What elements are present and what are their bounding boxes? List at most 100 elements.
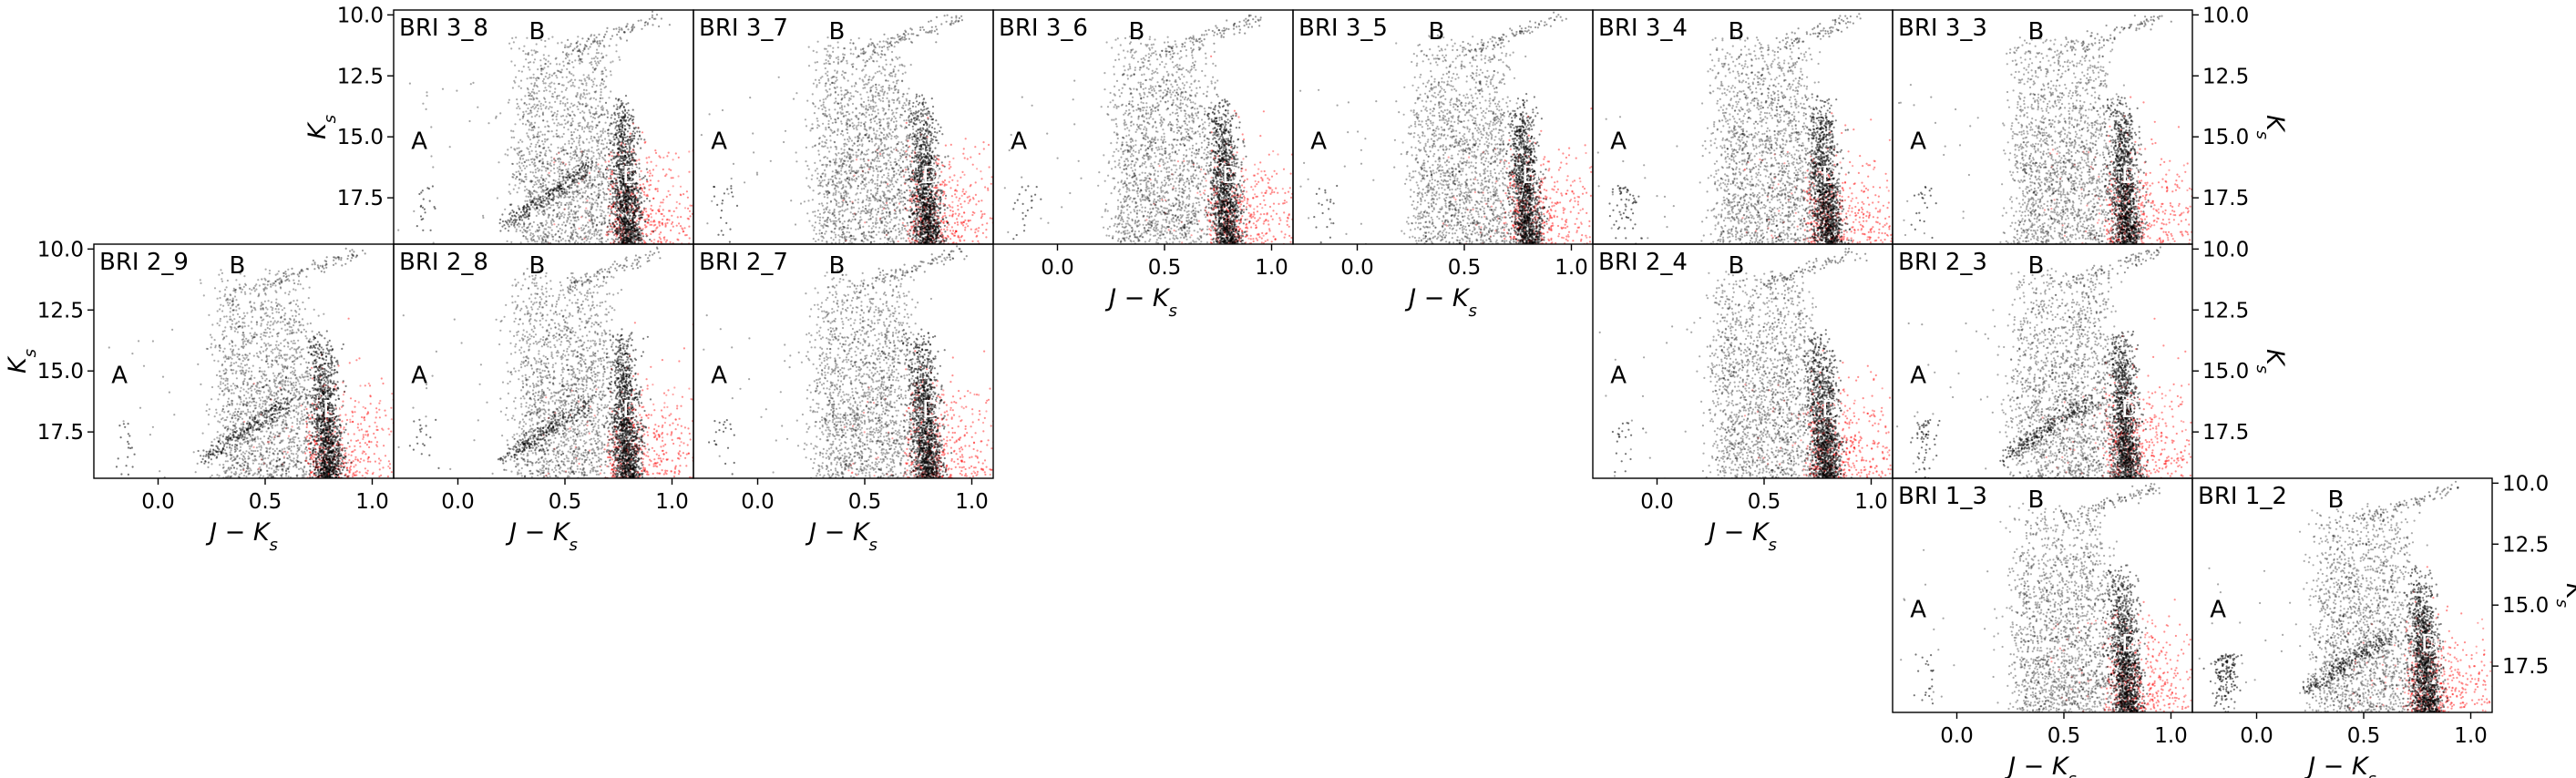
star-point — [600, 184, 602, 187]
star-point — [944, 237, 947, 240]
star-point — [540, 107, 543, 110]
star-point — [536, 86, 539, 88]
star-point — [626, 123, 629, 126]
star-point — [627, 143, 630, 146]
star-point — [600, 210, 604, 212]
star-point — [840, 173, 843, 176]
star-point — [565, 173, 568, 176]
star-point — [554, 233, 557, 236]
star-point — [602, 196, 605, 199]
star-point — [872, 109, 875, 112]
star-point — [586, 195, 590, 198]
star-point — [522, 110, 525, 114]
star-point — [596, 205, 599, 208]
star-point — [971, 210, 974, 213]
star-point — [632, 130, 635, 133]
star-point — [530, 179, 533, 183]
star-point — [890, 219, 893, 221]
star-point — [536, 167, 539, 169]
star-point — [590, 166, 592, 169]
star-point — [535, 143, 538, 146]
star-point — [962, 220, 965, 223]
star-point — [884, 74, 887, 77]
star-point — [554, 87, 557, 90]
star-point — [838, 235, 842, 238]
star-point — [871, 174, 875, 177]
star-point — [559, 239, 563, 241]
star-point — [621, 191, 624, 194]
star-point — [974, 146, 977, 148]
star-point — [639, 216, 641, 220]
star-point — [631, 165, 634, 169]
star-point — [527, 52, 530, 55]
star-point — [560, 190, 563, 193]
star-point — [619, 158, 621, 160]
star-point — [572, 167, 576, 169]
star-point — [628, 145, 631, 148]
star-point — [828, 150, 831, 153]
star-point — [559, 102, 562, 105]
star-point — [623, 167, 627, 169]
star-point — [621, 182, 624, 185]
star-point — [638, 206, 641, 209]
star-point — [967, 220, 970, 222]
star-point — [910, 225, 913, 228]
star-point — [836, 86, 838, 88]
star-point — [538, 236, 540, 239]
star-point — [541, 179, 545, 182]
star-point — [524, 206, 528, 210]
star-point — [570, 124, 573, 127]
star-point — [665, 239, 669, 241]
star-point — [576, 148, 579, 150]
star-point — [591, 71, 594, 74]
star-point — [810, 178, 813, 180]
star-point — [539, 151, 541, 154]
star-point — [595, 127, 598, 129]
star-point — [571, 190, 574, 193]
star-point — [948, 204, 950, 207]
star-point — [621, 27, 623, 30]
star-point — [585, 84, 588, 87]
star-point — [533, 84, 536, 87]
star-point — [550, 156, 553, 159]
star-point — [942, 215, 945, 218]
star-point — [566, 201, 569, 204]
star-point — [624, 139, 627, 143]
star-point — [549, 90, 551, 93]
star-point — [614, 121, 618, 124]
star-point — [623, 213, 626, 216]
star-point — [711, 210, 713, 211]
star-point — [546, 203, 549, 206]
star-point — [560, 123, 563, 126]
star-point — [558, 236, 560, 239]
star-point — [532, 189, 536, 192]
star-point — [543, 97, 546, 99]
star-point — [601, 148, 605, 150]
star-point — [594, 91, 597, 94]
star-point — [566, 220, 569, 222]
star-point — [806, 99, 809, 102]
star-point — [546, 188, 549, 191]
star-point — [672, 225, 674, 228]
star-point — [533, 85, 536, 87]
star-point — [960, 202, 962, 206]
star-point — [549, 73, 551, 76]
star-point — [557, 202, 559, 205]
star-point — [627, 168, 631, 170]
star-point — [579, 58, 582, 61]
star-point — [546, 221, 549, 224]
star-point — [600, 150, 603, 153]
star-point — [566, 52, 569, 55]
star-point — [620, 99, 622, 102]
star-point — [592, 199, 595, 201]
star-point — [671, 220, 674, 224]
star-point — [537, 133, 539, 136]
star-point — [595, 168, 598, 170]
star-point — [622, 199, 625, 202]
star-point — [652, 197, 655, 200]
star-point — [631, 211, 634, 215]
star-point — [616, 163, 619, 166]
star-point — [579, 49, 581, 52]
star-point — [860, 164, 863, 167]
star-point — [514, 184, 517, 187]
